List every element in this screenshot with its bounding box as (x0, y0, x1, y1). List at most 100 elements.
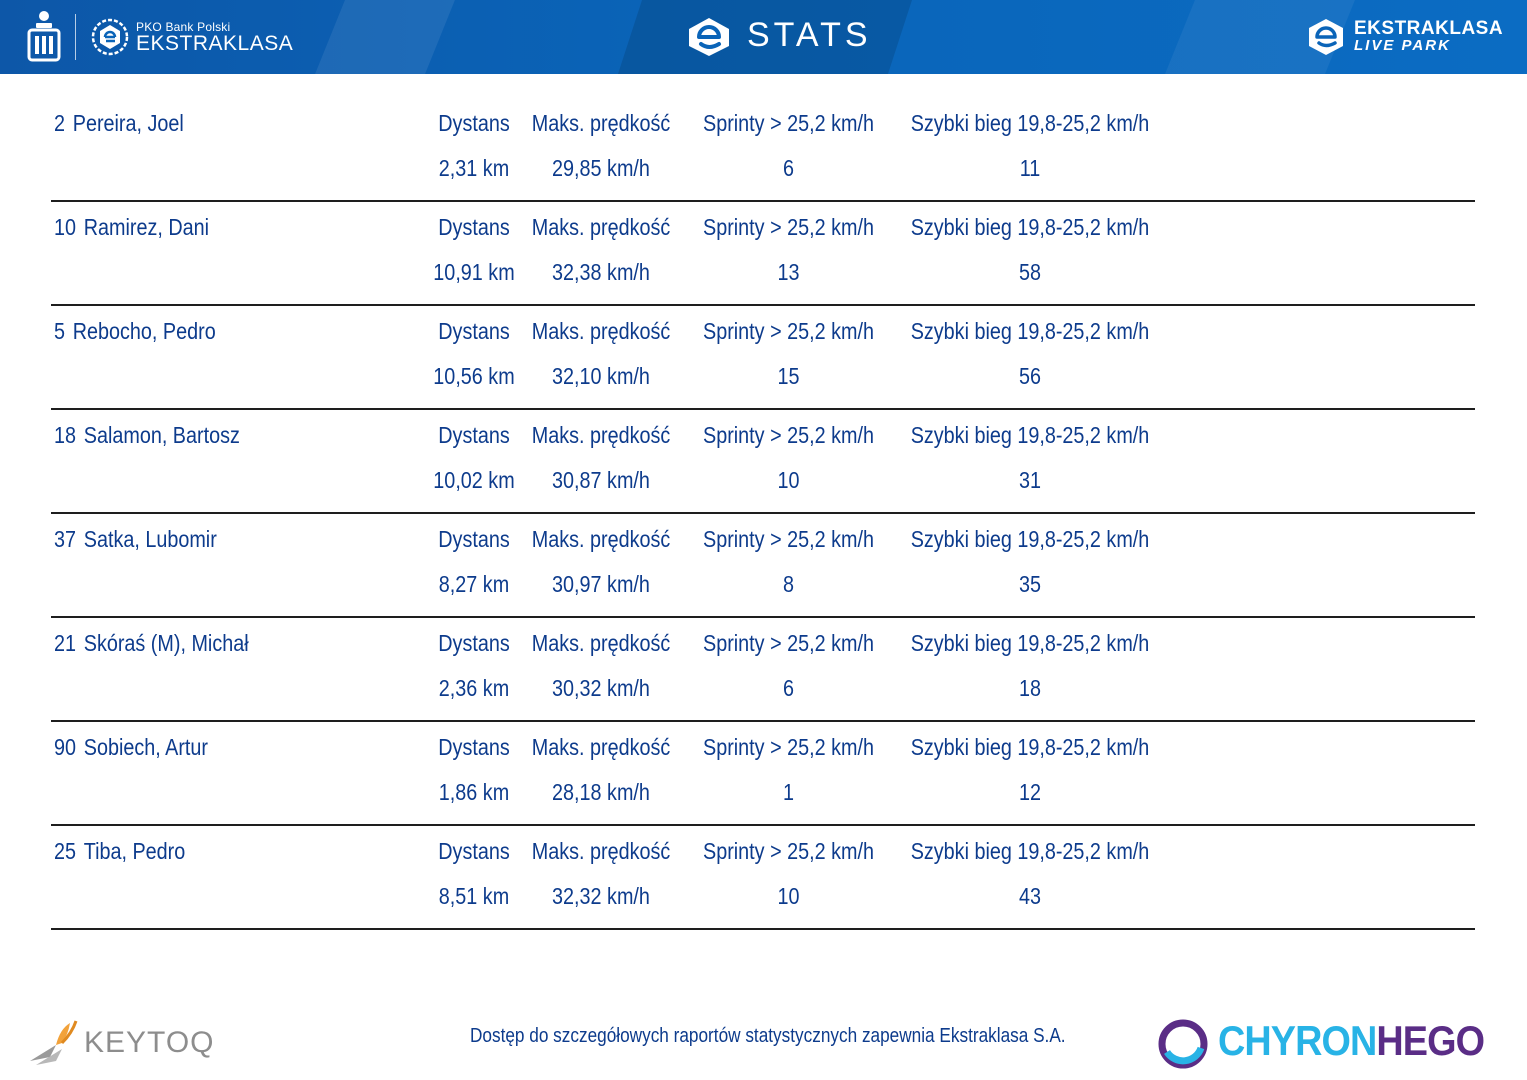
sprints-value: 8 (782, 571, 794, 597)
player-stats-list: 2 Pereira, Joel Dystans Maks. prędkość Sp… (0, 98, 1527, 930)
fast-run-label: Szybki bieg 19,8-25,2 km/h (910, 110, 1150, 136)
fast-run-value: 35 (1018, 571, 1042, 597)
fast-run-value: 18 (1018, 675, 1042, 701)
player-row: 90 Sobiech, Artur Dystans Maks. prędkość … (0, 722, 1527, 826)
max-speed-value: 32,10 km/h (552, 363, 650, 389)
livepark-top-label: EKSTRAKLASA (1354, 18, 1504, 39)
sprints-value: 1 (782, 779, 794, 805)
player-number: 25 (54, 838, 77, 864)
distance-value: 2,36 km (438, 675, 510, 701)
player-number: 21 (54, 630, 77, 656)
player-name: Rebocho, Pedro (72, 318, 216, 344)
max-speed-value: 32,32 km/h (552, 883, 650, 909)
player-number: 90 (54, 734, 77, 760)
distance-value: 8,51 km (438, 883, 510, 909)
row-divider (51, 200, 1475, 202)
row-divider (51, 616, 1475, 618)
fast-run-value: 31 (1018, 467, 1042, 493)
distance-label: Dystans (438, 318, 510, 344)
player-name-cell: 2 Pereira, Joel (54, 110, 184, 137)
player-row: 37 Satka, Lubomir Dystans Maks. prędkość … (0, 514, 1527, 618)
distance-value: 8,27 km (438, 571, 510, 597)
player-number: 2 (54, 110, 66, 136)
keytoq-logo-icon (30, 1020, 78, 1065)
player-name-cell: 90 Sobiech, Artur (54, 734, 208, 761)
player-row: 25 Tiba, Pedro Dystans Maks. prędkość Spr… (0, 826, 1527, 930)
fast-run-label: Szybki bieg 19,8-25,2 km/h (910, 838, 1150, 864)
distance-label: Dystans (438, 630, 510, 656)
pko-logo-icon (27, 11, 61, 62)
sprints-value: 15 (777, 363, 800, 389)
distance-label: Dystans (438, 734, 510, 760)
player-name: Satka, Lubomir (83, 526, 217, 552)
chyron-word: CHYRON (1218, 1017, 1377, 1064)
row-divider (51, 928, 1475, 930)
header-bar: PKO Bank Polski EKSTRAKLASA STATS EKSTRA… (0, 0, 1527, 74)
player-name: Tiba, Pedro (83, 838, 186, 864)
max-speed-label: Maks. prędkość (531, 318, 671, 344)
player-name-cell: 37 Satka, Lubomir (54, 526, 217, 553)
max-speed-value: 30,32 km/h (552, 675, 650, 701)
fast-run-value: 56 (1018, 363, 1042, 389)
ekstraklasa-badge-icon (91, 18, 129, 56)
distance-value: 2,31 km (438, 155, 510, 181)
player-name-cell: 18 Salamon, Bartosz (54, 422, 240, 449)
max-speed-value: 32,38 km/h (552, 259, 650, 285)
max-speed-value: 29,85 km/h (552, 155, 650, 181)
row-divider (51, 304, 1475, 306)
sprints-label: Sprinty > 25,2 km/h (703, 318, 874, 344)
row-divider (51, 824, 1475, 826)
player-row: 18 Salamon, Bartosz Dystans Maks. prędkoś… (0, 410, 1527, 514)
row-divider (51, 408, 1475, 410)
hego-word: HEGO (1376, 1017, 1485, 1064)
row-divider (51, 512, 1475, 514)
sprints-label: Sprinty > 25,2 km/h (703, 422, 874, 448)
fast-run-label: Szybki bieg 19,8-25,2 km/h (910, 214, 1150, 240)
fast-run-label: Szybki bieg 19,8-25,2 km/h (910, 630, 1150, 656)
fast-run-label: Szybki bieg 19,8-25,2 km/h (910, 734, 1150, 760)
distance-value: 10,02 km (433, 467, 515, 493)
chyronhego-brand: CHYRONHEGO (1218, 1017, 1485, 1065)
fast-run-value: 43 (1018, 883, 1042, 909)
player-name: Ramirez, Dani (83, 214, 210, 240)
header-stripe (315, 0, 455, 74)
distance-label: Dystans (438, 422, 510, 448)
header-divider (75, 14, 76, 60)
sprints-value: 6 (782, 155, 794, 181)
sprints-value: 10 (777, 883, 800, 909)
player-number: 37 (54, 526, 77, 552)
player-row: 10 Ramirez, Dani Dystans Maks. prędkość S… (0, 202, 1527, 306)
sprints-label: Sprinty > 25,2 km/h (703, 526, 874, 552)
distance-label: Dystans (438, 110, 510, 136)
player-row: 2 Pereira, Joel Dystans Maks. prędkość Sp… (0, 98, 1527, 202)
max-speed-label: Maks. prędkość (531, 422, 671, 448)
max-speed-label: Maks. prędkość (531, 630, 671, 656)
sprints-label: Sprinty > 25,2 km/h (703, 630, 874, 656)
player-number: 10 (54, 214, 77, 240)
max-speed-label: Maks. prędkość (531, 214, 671, 240)
player-name-cell: 21 Skóraś (M), Michał (54, 630, 249, 657)
chyronhego-logo-icon (1158, 1019, 1208, 1069)
fast-run-label: Szybki bieg 19,8-25,2 km/h (910, 526, 1150, 552)
sprints-label: Sprinty > 25,2 km/h (703, 110, 874, 136)
sprints-label: Sprinty > 25,2 km/h (703, 214, 874, 240)
footer-note: Dostęp do szczegółowych raportów statyst… (470, 1025, 1066, 1047)
league-name: EKSTRAKLASA (136, 32, 294, 55)
player-name: Salamon, Bartosz (83, 422, 240, 448)
player-number: 5 (54, 318, 66, 344)
player-name: Pereira, Joel (72, 110, 184, 136)
player-name: Skóraś (M), Michał (83, 630, 249, 656)
sprints-value: 13 (777, 259, 800, 285)
max-speed-label: Maks. prędkość (531, 110, 671, 136)
max-speed-value: 30,87 km/h (552, 467, 650, 493)
player-row: 21 Skóraś (M), Michał Dystans Maks. prędk… (0, 618, 1527, 722)
fast-run-label: Szybki bieg 19,8-25,2 km/h (910, 422, 1150, 448)
max-speed-label: Maks. prędkość (531, 526, 671, 552)
player-row: 5 Rebocho, Pedro Dystans Maks. prędkość S… (0, 306, 1527, 410)
fast-run-value: 11 (1019, 155, 1041, 181)
player-name: Sobiech, Artur (83, 734, 208, 760)
sprints-label: Sprinty > 25,2 km/h (703, 838, 874, 864)
max-speed-label: Maks. prędkość (531, 838, 671, 864)
max-speed-value: 28,18 km/h (552, 779, 650, 805)
livepark-e-icon (1309, 19, 1343, 55)
